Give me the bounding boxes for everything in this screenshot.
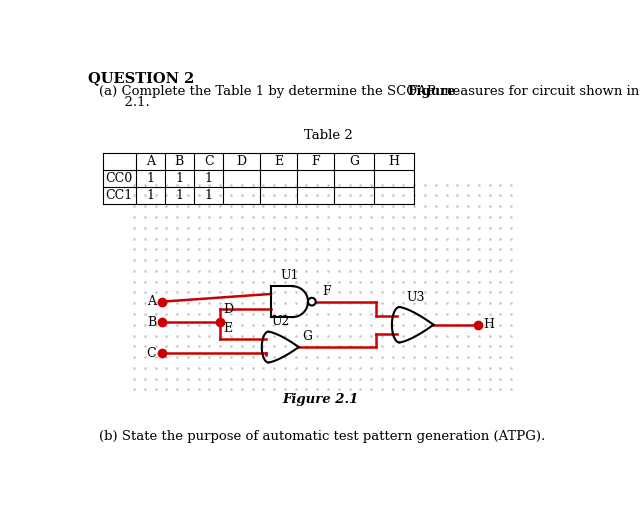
Text: U2: U2 (271, 315, 289, 328)
Text: 1: 1 (205, 189, 212, 202)
Text: (b) State the purpose of automatic test pattern generation (ATPG).: (b) State the purpose of automatic test … (99, 430, 545, 443)
Text: F: F (312, 155, 320, 168)
Text: 1: 1 (146, 189, 154, 202)
Text: Table 2: Table 2 (303, 129, 353, 142)
Text: D: D (237, 155, 247, 168)
Text: C: C (147, 347, 156, 359)
Text: U3: U3 (406, 291, 425, 304)
Text: E: E (223, 322, 232, 335)
Text: A: A (147, 295, 156, 308)
Text: (a) Complete the Table 1 by determine the SCOAP measures for circuit shown in: (a) Complete the Table 1 by determine th… (99, 84, 640, 98)
Text: 1: 1 (146, 172, 154, 185)
Text: 1: 1 (175, 189, 184, 202)
Text: A: A (146, 155, 155, 168)
Text: C: C (204, 155, 214, 168)
Text: G: G (302, 330, 312, 343)
Text: G: G (349, 155, 359, 168)
Text: 1: 1 (175, 172, 184, 185)
Text: E: E (274, 155, 284, 168)
Text: B: B (175, 155, 184, 168)
Text: Figure: Figure (408, 84, 456, 98)
Text: B: B (147, 316, 156, 329)
Text: QUESTION 2: QUESTION 2 (88, 72, 194, 85)
Text: 1: 1 (205, 172, 212, 185)
Text: H: H (388, 155, 400, 168)
Text: H: H (484, 318, 495, 331)
Text: 2.1.: 2.1. (99, 96, 149, 109)
Text: CC0: CC0 (106, 172, 133, 185)
Text: D: D (223, 303, 234, 316)
Text: U1: U1 (280, 269, 299, 282)
Text: CC1: CC1 (106, 189, 133, 202)
Text: Figure 2.1: Figure 2.1 (282, 392, 358, 406)
Text: F: F (322, 285, 330, 298)
